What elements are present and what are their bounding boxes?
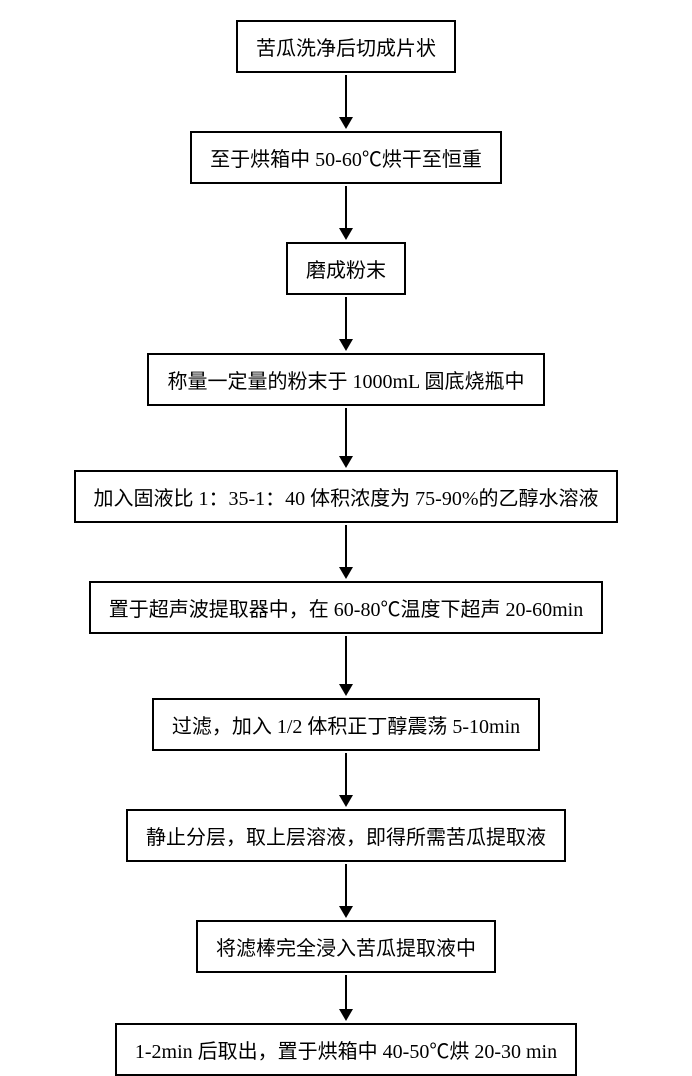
- arrow-head-icon: [339, 228, 353, 240]
- flowchart-arrow-2: [339, 186, 353, 240]
- flowchart-step-4: 称量一定量的粉末于 1000mL 圆底烧瓶中: [147, 353, 544, 406]
- arrow-head-icon: [339, 906, 353, 918]
- arrow-line: [345, 186, 347, 228]
- arrow-line: [345, 525, 347, 567]
- arrow-head-icon: [339, 1009, 353, 1021]
- arrow-head-icon: [339, 684, 353, 696]
- flowchart-arrow-4: [339, 408, 353, 468]
- arrow-line: [345, 297, 347, 339]
- arrow-line: [345, 975, 347, 1009]
- flowchart-step-10: 1-2min 后取出，置于烘箱中 40-50℃烘 20-30 min: [115, 1023, 577, 1076]
- arrow-head-icon: [339, 567, 353, 579]
- flowchart-step-2: 至于烘箱中 50-60℃烘干至恒重: [190, 131, 502, 184]
- flowchart-step-5: 加入固液比 1：35-1：40 体积浓度为 75-90%的乙醇水溶液: [74, 470, 619, 523]
- flowchart-arrow-9: [339, 975, 353, 1021]
- flowchart-arrow-5: [339, 525, 353, 579]
- flowchart-arrow-8: [339, 864, 353, 918]
- flowchart-step-7: 过滤，加入 1/2 体积正丁醇震荡 5-10min: [152, 698, 540, 751]
- flowchart-step-3: 磨成粉末: [286, 242, 406, 295]
- flowchart-step-1: 苦瓜洗净后切成片状: [236, 20, 456, 73]
- flowchart-step-8: 静止分层，取上层溶液，即得所需苦瓜提取液: [126, 809, 566, 862]
- arrow-head-icon: [339, 117, 353, 129]
- flowchart-step-6: 置于超声波提取器中，在 60-80℃温度下超声 20-60min: [89, 581, 603, 634]
- arrow-line: [345, 753, 347, 795]
- flowchart-arrow-6: [339, 636, 353, 696]
- arrow-head-icon: [339, 795, 353, 807]
- arrow-line: [345, 408, 347, 456]
- process-flowchart: 苦瓜洗净后切成片状至于烘箱中 50-60℃烘干至恒重磨成粉末称量一定量的粉末于 …: [0, 20, 692, 1076]
- flowchart-arrow-1: [339, 75, 353, 129]
- flowchart-step-9: 将滤棒完全浸入苦瓜提取液中: [196, 920, 496, 973]
- arrow-head-icon: [339, 456, 353, 468]
- arrow-line: [345, 75, 347, 117]
- arrow-line: [345, 636, 347, 684]
- arrow-line: [345, 864, 347, 906]
- arrow-head-icon: [339, 339, 353, 351]
- flowchart-arrow-3: [339, 297, 353, 351]
- flowchart-arrow-7: [339, 753, 353, 807]
